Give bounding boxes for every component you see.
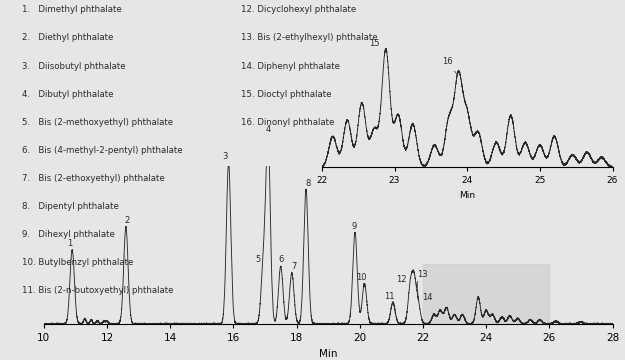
Text: 9: 9 [351, 222, 357, 231]
Text: 16: 16 [442, 57, 457, 74]
Text: 12. Dicyclohexyl phthalate: 12. Dicyclohexyl phthalate [241, 5, 356, 14]
Text: 14. Diphenyl phthalate: 14. Diphenyl phthalate [241, 62, 339, 71]
Text: 8.   Dipentyl phthalate: 8. Dipentyl phthalate [22, 202, 119, 211]
Text: 7: 7 [292, 262, 297, 271]
Text: 6: 6 [278, 255, 283, 264]
Text: 5: 5 [256, 255, 261, 264]
Text: 2: 2 [125, 216, 130, 225]
Text: 1: 1 [67, 239, 72, 248]
Text: 5.   Bis (2-methoxyethyl) phthalate: 5. Bis (2-methoxyethyl) phthalate [22, 118, 173, 127]
Text: 9.   Dihexyl phthalate: 9. Dihexyl phthalate [22, 230, 115, 239]
Text: 8: 8 [306, 179, 311, 188]
Text: 11. Bis (2-n-butoxyethyl) phthalate: 11. Bis (2-n-butoxyethyl) phthalate [22, 286, 173, 295]
Text: 15. Dioctyl phthalate: 15. Dioctyl phthalate [241, 90, 331, 99]
Text: 10: 10 [356, 273, 366, 282]
Text: 1.   Dimethyl phthalate: 1. Dimethyl phthalate [22, 5, 122, 14]
Text: 12: 12 [396, 275, 406, 284]
Text: 13. Bis (2-ethylhexyl) phthalate: 13. Bis (2-ethylhexyl) phthalate [241, 33, 378, 42]
Text: 3: 3 [222, 152, 228, 161]
Text: 7.   Bis (2-ethoxyethyl) phthalate: 7. Bis (2-ethoxyethyl) phthalate [22, 174, 164, 183]
X-axis label: Min: Min [459, 191, 475, 200]
Bar [423, 264, 549, 324]
Text: 16. Dinonyl phthalate: 16. Dinonyl phthalate [241, 118, 334, 127]
Text: 3.   Diisobutyl phthalate: 3. Diisobutyl phthalate [22, 62, 126, 71]
Text: 10. Butylbenzyl phthalate: 10. Butylbenzyl phthalate [22, 258, 133, 267]
Text: 14: 14 [422, 293, 432, 302]
X-axis label: Min: Min [319, 348, 338, 359]
Text: 2.   Diethyl phthalate: 2. Diethyl phthalate [22, 33, 113, 42]
Text: 4: 4 [266, 125, 271, 134]
Text: 6.   Bis (4-methyl-2-pentyl) phthalate: 6. Bis (4-methyl-2-pentyl) phthalate [22, 146, 182, 155]
Text: 11: 11 [384, 292, 395, 301]
Text: 15: 15 [369, 39, 379, 48]
Text: 4.   Dibutyl phthalate: 4. Dibutyl phthalate [22, 90, 113, 99]
Text: 13: 13 [417, 270, 428, 279]
